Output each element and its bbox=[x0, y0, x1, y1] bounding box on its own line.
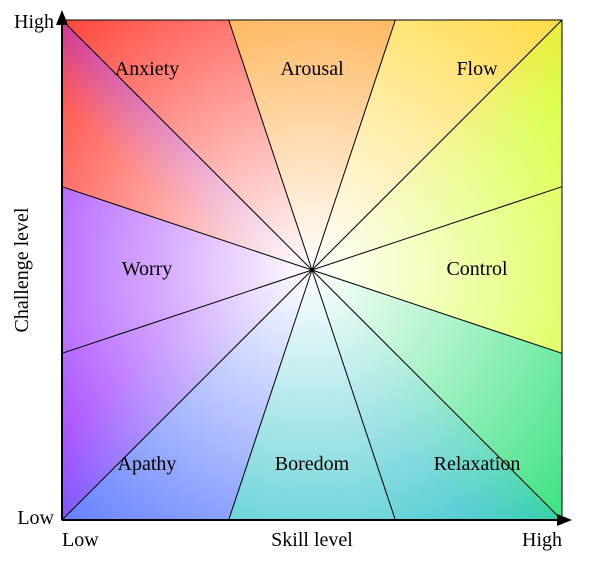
y-axis-arrowhead bbox=[56, 10, 68, 25]
x-axis-low-label: Low bbox=[62, 529, 99, 551]
sector-label-apathy: Apathy bbox=[118, 453, 177, 475]
x-axis-title: Skill level bbox=[271, 529, 353, 551]
sector-label-anxiety: Anxiety bbox=[115, 58, 179, 80]
flow-model-diagram: Anxiety Arousal Flow Control Relaxation Bored… bbox=[0, 0, 591, 566]
x-axis-arrowhead bbox=[557, 514, 572, 526]
sector-label-arousal: Arousal bbox=[280, 58, 344, 80]
sector-label-flow: Flow bbox=[456, 58, 498, 80]
x-axis-high-label: High bbox=[522, 529, 562, 551]
y-axis-title: Challenge level bbox=[11, 207, 33, 332]
y-axis-low-label: Low bbox=[17, 507, 54, 529]
sector-label-worry: Worry bbox=[122, 258, 173, 280]
sector-label-boredom: Boredom bbox=[275, 453, 350, 475]
sector-label-relaxation: Relaxation bbox=[434, 453, 521, 475]
sector-label-control: Control bbox=[446, 258, 508, 280]
y-axis-high-label: High bbox=[14, 11, 54, 33]
